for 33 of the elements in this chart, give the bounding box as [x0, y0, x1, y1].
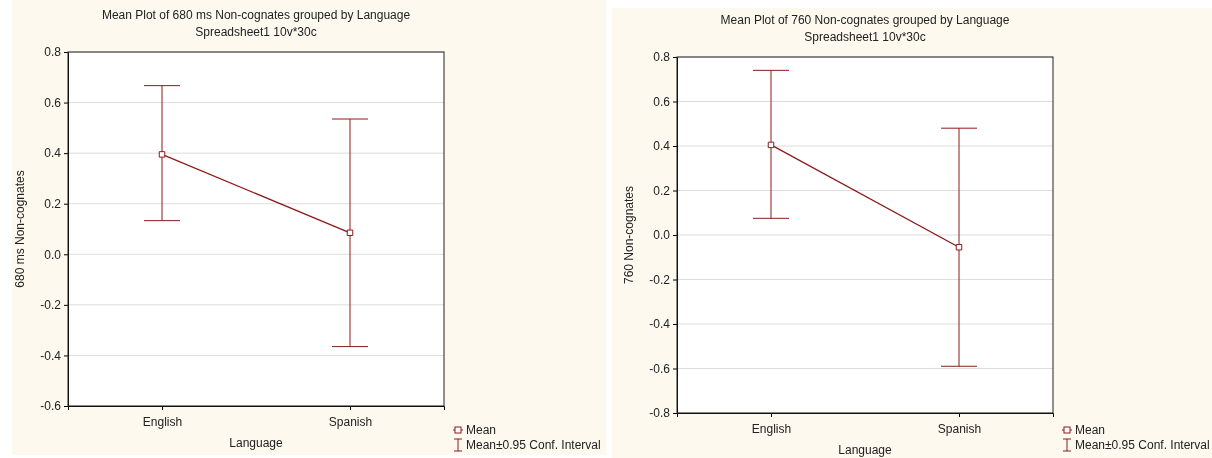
y-tick-label: 0.8 — [653, 50, 671, 65]
legend-label: Mean — [1075, 423, 1106, 437]
x-tick-label: English — [751, 422, 792, 437]
x-tick-label: Spanish — [937, 422, 982, 437]
text: Mean±0.95 Conf. Interval — [1075, 438, 1210, 452]
chart-subtitle: Spreadsheet1 10v*30c — [804, 30, 926, 44]
chart-subtitle: Spreadsheet1 10v*30c — [195, 25, 317, 39]
y-axis-title: 680 ms Non-cognates — [13, 170, 27, 288]
y-tick-label: 0.0 — [653, 228, 671, 243]
y-tick-label: 0.2 — [653, 183, 671, 198]
text: Mean±0.95 Conf. Interval — [466, 438, 601, 452]
x-axis-title: Language — [229, 436, 284, 450]
x-tick-label: Spanish — [328, 415, 373, 430]
y-tick-label: -0.2 — [649, 272, 671, 287]
y-tick-label: 0.6 — [44, 95, 62, 110]
y-tick-label: -0.8 — [649, 406, 671, 421]
y-tick-label: 0.0 — [44, 247, 62, 262]
chart-title: Mean Plot of 760 Non-cognates grouped by Language — [720, 13, 1010, 27]
y-tick-label: 0.6 — [653, 94, 671, 109]
y-tick-label: -0.4 — [649, 317, 671, 332]
y-tick-label: -0.2 — [40, 298, 62, 313]
y-tick-label: 0.4 — [44, 146, 62, 161]
y-tick-label: 0.8 — [44, 45, 62, 60]
y-axis-title: 760 Non-cognates — [622, 185, 636, 285]
y-tick-label: 0.4 — [653, 139, 671, 154]
x-axis-title: Language — [838, 443, 893, 457]
x-tick-label: English — [142, 415, 183, 430]
chart-title: Mean Plot of 680 ms Non-cognates grouped by Language — [101, 8, 411, 22]
y-tick-label: -0.4 — [40, 348, 62, 363]
y-tick-label: 0.2 — [44, 197, 62, 212]
y-tick-label: -0.6 — [649, 361, 671, 376]
legend-label: Mean — [466, 423, 497, 437]
y-tick-label: -0.6 — [40, 399, 62, 414]
